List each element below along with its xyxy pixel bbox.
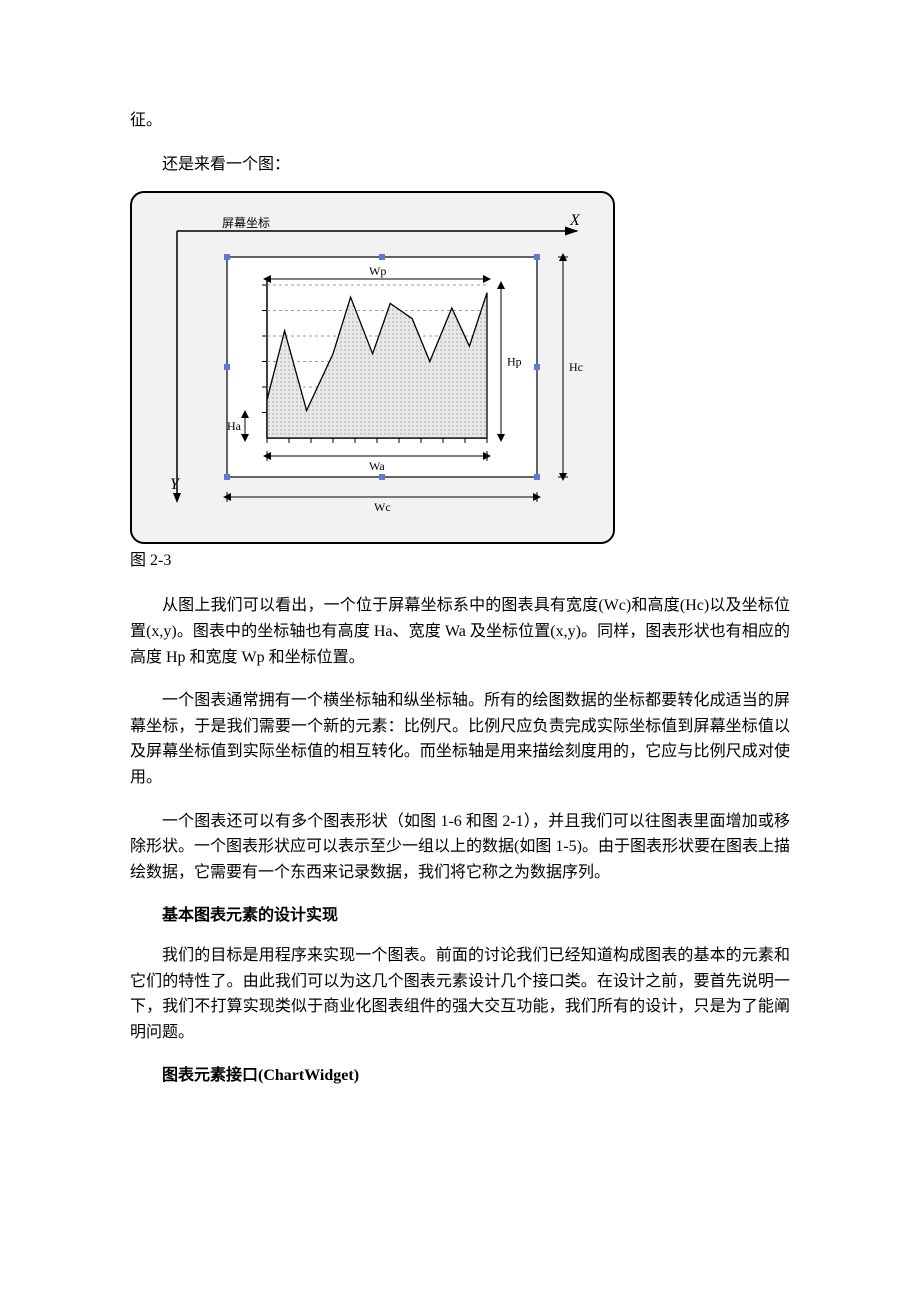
lead-line: 还是来看一个图： <box>130 152 790 178</box>
svg-text:Wc: Wc <box>374 500 391 514</box>
fragment-top: 征。 <box>130 108 790 134</box>
paragraph-4: 我们的目标是用程序来实现一个图表。前面的讨论我们已经知道构成图表的基本的元素和它… <box>130 943 790 1045</box>
paragraph-2: 一个图表通常拥有一个横坐标轴和纵坐标轴。所有的绘图数据的坐标都要转化成适当的屏幕… <box>130 688 790 790</box>
svg-text:屏幕坐标: 屏幕坐标 <box>222 216 270 230</box>
heading-chartwidget: 图表元素接口(ChartWidget) <box>130 1063 790 1089</box>
figure-svg: 屏幕坐标 X Y Wp Hp Wa Ha Wc Hc <box>132 193 617 533</box>
paragraph-3: 一个图表还可以有多个图表形状（如图 1-6 和图 2-1），并且我们可以往图表里… <box>130 809 790 886</box>
heading-basic-elements: 基本图表元素的设计实现 <box>130 903 790 929</box>
figure-2-3: 屏幕坐标 X Y Wp Hp Wa Ha Wc Hc <box>130 191 615 544</box>
paragraph-1: 从图上我们可以看出，一个位于屏幕坐标系中的图表具有宽度(Wc)和高度(Hc)以及… <box>130 593 790 670</box>
svg-text:Wa: Wa <box>369 459 385 473</box>
svg-text:Ha: Ha <box>227 419 242 433</box>
figure-caption: 图 2-3 <box>130 548 790 574</box>
svg-text:Hc: Hc <box>569 360 583 374</box>
svg-text:Y: Y <box>170 476 181 493</box>
document-page: 征。 还是来看一个图： 屏幕坐标 X Y Wp Hp Wa Ha Wc Hc 图 2-3 从图上… <box>0 0 920 1163</box>
svg-text:Hp: Hp <box>507 355 522 369</box>
svg-text:X: X <box>569 212 581 229</box>
svg-text:Wp: Wp <box>369 264 386 278</box>
